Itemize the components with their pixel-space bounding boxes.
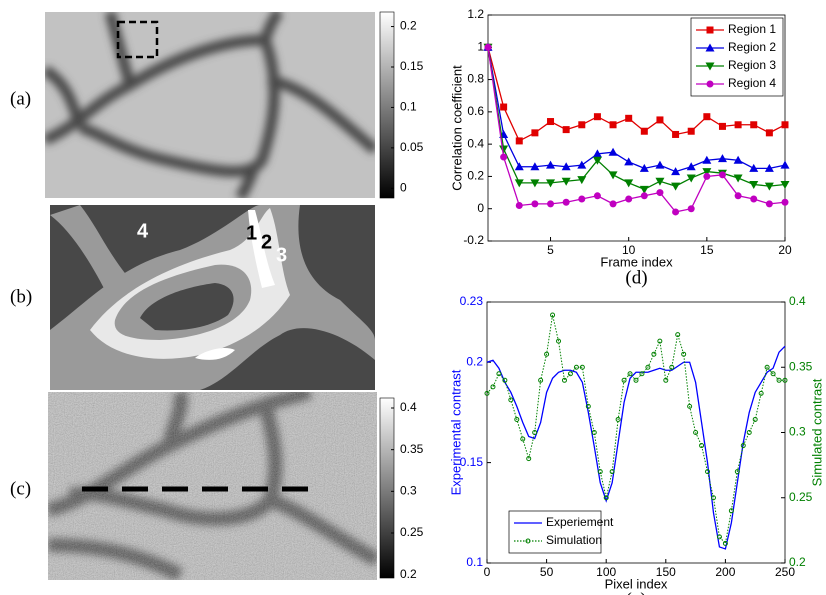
marker: [672, 208, 679, 215]
colorbar-tick-label: 0.25: [400, 525, 424, 539]
colorbar-tick-label: 0.2: [400, 19, 417, 33]
y-axis-label: Correlation coefficient: [449, 65, 464, 191]
marker: [563, 199, 570, 206]
marker: [750, 121, 757, 128]
marker: [563, 126, 570, 133]
marker: [641, 128, 648, 135]
panel-label: (d): [625, 267, 647, 288]
y2-tick-label: 0.2: [789, 555, 806, 569]
y-tick-label: 0.23: [460, 294, 484, 308]
legend-marker: [707, 81, 714, 88]
panel-label: (a): [10, 88, 31, 109]
marker: [531, 200, 538, 207]
y-tick-label: 0.1: [466, 555, 483, 569]
x-tick-label: 20: [778, 243, 792, 257]
marker: [625, 196, 632, 203]
legend-label: Experiement: [546, 515, 614, 529]
y-tick-label: 1: [477, 39, 484, 53]
y-tick-label: 0.6: [467, 104, 484, 118]
marker: [610, 200, 617, 207]
y2-tick-label: 0.4: [789, 294, 806, 308]
region-label: 4: [137, 220, 149, 242]
marker: [782, 199, 789, 206]
figure: (a) (b) (c) 4 1 2 3 00.050.10.150.20.20.…: [0, 0, 826, 595]
marker: [735, 192, 742, 199]
y-tick-label: 0.2: [466, 354, 483, 368]
panel-label: (c): [10, 478, 31, 499]
x-tick-label: 5: [547, 243, 554, 257]
y-tick-label: -0.2: [463, 233, 484, 247]
colorbar-a: [380, 12, 394, 198]
legend-label: Simulation: [546, 533, 602, 547]
image-c: [48, 392, 377, 580]
marker: [594, 113, 601, 120]
colorbar-tick-label: 0: [400, 180, 407, 194]
marker: [750, 196, 757, 203]
marker: [766, 200, 773, 207]
marker: [516, 202, 523, 209]
marker: [688, 128, 695, 135]
y-tick-label: 0.2: [467, 169, 484, 183]
marker: [735, 121, 742, 128]
y2-tick-label: 0.3: [789, 425, 806, 439]
colorbar-tick-label: 0.35: [400, 442, 424, 456]
image-a: [45, 12, 375, 198]
colorbar-tick-label: 0.4: [400, 400, 417, 414]
x-tick-label: 50: [540, 565, 554, 579]
x-tick-label: 15: [700, 243, 714, 257]
y2-tick-label: 0.35: [789, 359, 813, 373]
marker: [594, 192, 601, 199]
region-label: 1: [246, 222, 257, 244]
panel-label: (b): [10, 286, 32, 307]
legend-label: Region 4: [728, 76, 776, 90]
marker: [531, 129, 538, 136]
marker: [578, 196, 585, 203]
colorbar-tick-label: 0.2: [400, 567, 417, 581]
marker: [485, 44, 492, 51]
marker: [625, 115, 632, 122]
marker: [610, 121, 617, 128]
marker: [547, 118, 554, 125]
legend-marker: [707, 27, 714, 34]
marker: [719, 171, 726, 178]
x-tick-label: 0: [484, 565, 491, 579]
marker: [782, 121, 789, 128]
colorbar-tick-label: 0.05: [400, 140, 424, 154]
marker: [719, 123, 726, 130]
marker: [641, 192, 648, 199]
marker: [766, 129, 773, 136]
marker: [672, 131, 679, 138]
marker: [656, 116, 663, 123]
marker: [500, 104, 507, 111]
panel-label: (e): [625, 589, 646, 595]
image-b: [50, 205, 375, 390]
colorbar-c: [380, 398, 394, 578]
colorbar-tick-label: 0.3: [400, 484, 417, 498]
marker: [656, 189, 663, 196]
legend-label: Region 3: [728, 58, 776, 72]
colorbar-tick-label: 0.15: [400, 59, 424, 73]
region-label: 3: [276, 244, 287, 266]
y-tick-label: 0.4: [467, 136, 484, 150]
y2-axis-label: Simulated contrast: [809, 378, 824, 486]
colorbar-tick-label: 0.1: [400, 100, 417, 114]
y-tick-label: 0.8: [467, 72, 484, 86]
marker: [578, 121, 585, 128]
marker: [500, 154, 507, 161]
legend-label: Region 2: [728, 40, 776, 54]
marker: [703, 113, 710, 120]
y-tick-label: 1.2: [467, 7, 484, 21]
marker: [547, 200, 554, 207]
y-axis-label: Experimental contrast: [448, 369, 463, 495]
y-tick-label: 0: [477, 201, 484, 215]
legend-label: Region 1: [728, 22, 776, 36]
region-label: 2: [261, 231, 272, 253]
x-tick-label: 200: [715, 565, 735, 579]
marker: [516, 137, 523, 144]
marker: [703, 173, 710, 180]
y2-tick-label: 0.25: [789, 490, 813, 504]
marker: [688, 205, 695, 212]
